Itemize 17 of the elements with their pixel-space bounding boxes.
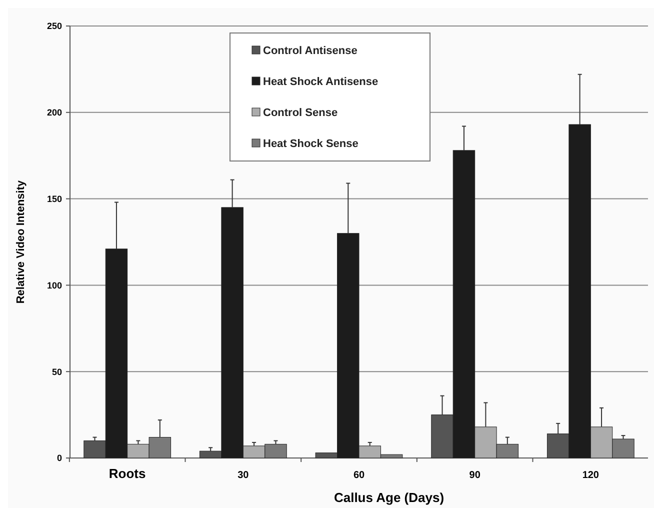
y-tick-label: 250 bbox=[46, 21, 62, 32]
y-tick-label: 0 bbox=[56, 453, 62, 464]
legend-label: Heat Shock Antisense bbox=[263, 76, 378, 88]
y-tick-label: 150 bbox=[46, 194, 62, 204]
y-tick-label: 200 bbox=[46, 108, 62, 118]
y-axis-title: Relative Video Intensity bbox=[15, 179, 27, 304]
legend-label: Control Antisense bbox=[263, 45, 358, 57]
legend-label: Control Sense bbox=[263, 107, 338, 119]
x-tick-label: 90 bbox=[469, 470, 481, 481]
x-tick-label: 60 bbox=[353, 470, 365, 481]
y-tick-label: 50 bbox=[52, 366, 62, 377]
x-tick-label: Roots bbox=[108, 466, 146, 481]
x-tick-label: 30 bbox=[238, 470, 250, 481]
y-tick-label: 100 bbox=[46, 280, 62, 290]
x-tick-label: 120 bbox=[582, 470, 600, 481]
legend-label: Heat Shock Sense bbox=[263, 138, 358, 150]
x-axis-title: Callus Age (Days) bbox=[334, 490, 444, 505]
